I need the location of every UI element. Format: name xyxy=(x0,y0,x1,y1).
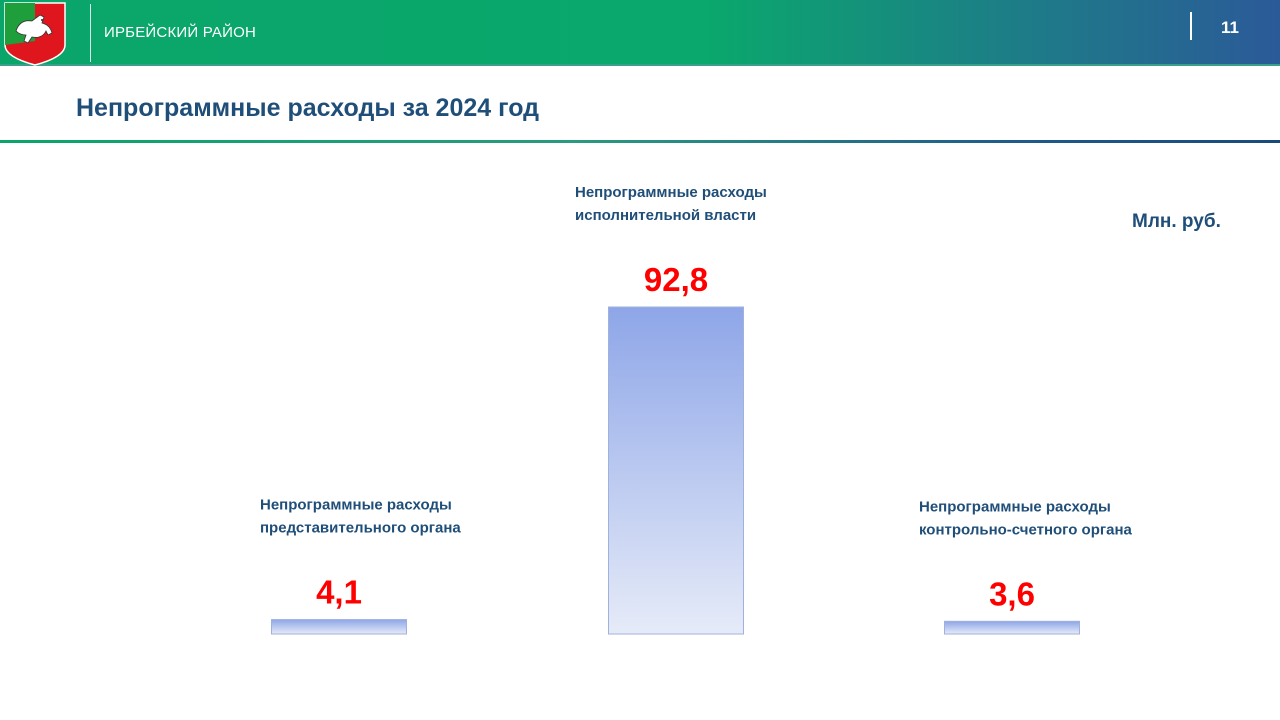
bar-1 xyxy=(271,619,407,635)
bar-3 xyxy=(944,620,1080,635)
category-label-line: контрольно-счетного органа xyxy=(919,521,1133,538)
category-label-line: Непрограммные расходы xyxy=(919,498,1111,515)
header-divider xyxy=(90,4,91,62)
category-label-3: Непрограммные расходы контрольно-счетного… xyxy=(919,498,1133,538)
title-underline xyxy=(0,140,1280,143)
header-border xyxy=(0,64,1280,66)
unit-label: Млн. руб. xyxy=(1132,211,1221,232)
value-label-1: 4,1 xyxy=(316,574,362,611)
district-name: ИРБЕЙСКИЙ РАЙОН xyxy=(104,24,257,41)
page-title: Непрограммные расходы за 2024 год xyxy=(76,94,540,122)
category-label-line: представительного органа xyxy=(260,520,461,537)
page-number: 11 xyxy=(1221,18,1239,37)
header-bar xyxy=(0,0,1280,64)
page-number-divider xyxy=(1190,12,1192,40)
value-label-2: 92,8 xyxy=(644,261,708,298)
category-label-2: Непрограммные расходы исполнительной влас… xyxy=(575,184,767,224)
category-label-line: Непрограммные расходы xyxy=(260,497,452,514)
value-label-3: 3,6 xyxy=(989,575,1035,612)
category-label-line: Непрограммные расходы xyxy=(575,184,767,201)
category-label-line: исполнительной власти xyxy=(575,207,756,224)
bar-2 xyxy=(608,306,744,635)
category-label-1: Непрограммные расходы представительного о… xyxy=(260,497,461,537)
coat-of-arms-icon xyxy=(4,2,66,66)
